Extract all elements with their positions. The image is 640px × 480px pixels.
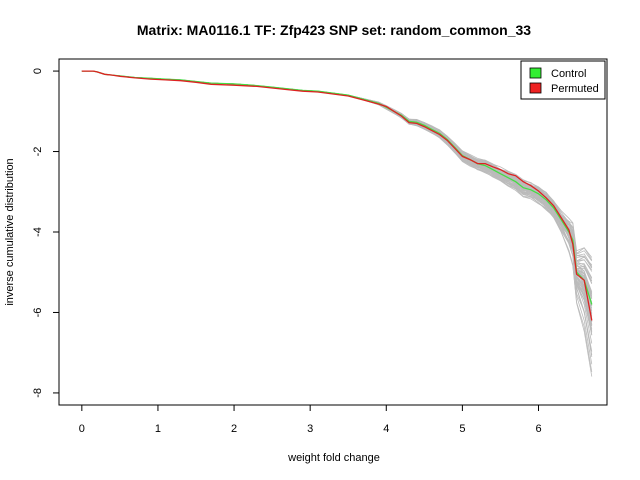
plot-frame xyxy=(58,58,608,406)
control-line xyxy=(81,70,593,305)
permutation-line xyxy=(81,70,593,314)
permutation-line xyxy=(81,70,593,320)
permutation-line xyxy=(81,70,593,269)
y-tick-label: -2 xyxy=(32,147,44,157)
permutation-line xyxy=(81,70,593,325)
x-tick-label: 5 xyxy=(459,423,465,435)
legend-swatch-control xyxy=(529,67,542,79)
legend-swatch-permuted xyxy=(529,82,542,94)
permutation-line xyxy=(81,70,593,318)
permutation-line xyxy=(81,70,593,333)
permutation-line xyxy=(81,70,593,268)
permutation-line xyxy=(81,70,593,315)
permutation-line xyxy=(81,70,593,297)
permutation-line xyxy=(81,70,593,299)
x-tick-label: 2 xyxy=(231,423,237,435)
y-axis-label: inverse cumulative distribution xyxy=(4,158,16,305)
x-tick-label: 4 xyxy=(383,423,389,435)
permutation-line xyxy=(81,70,593,357)
y-tick-label: 0 xyxy=(32,68,44,74)
background-permutation-lines xyxy=(81,70,593,377)
permutation-line xyxy=(81,70,593,266)
permutation-line xyxy=(81,70,593,268)
permutation-line xyxy=(81,70,593,372)
permutation-line xyxy=(81,70,593,311)
x-tick-label: 3 xyxy=(307,423,313,435)
x-tick-label: 6 xyxy=(535,423,541,435)
permutation-line xyxy=(81,70,593,331)
y-tick-label: -6 xyxy=(32,308,44,318)
permutation-line xyxy=(81,70,593,322)
chart-title: Matrix: MA0116.1 TF: Zfp423 SNP set: ran… xyxy=(137,22,531,38)
permutation-line xyxy=(81,70,593,335)
y-tick-label: -4 xyxy=(32,227,44,237)
permutation-line xyxy=(81,70,593,267)
legend-label-permuted: Permuted xyxy=(551,83,599,95)
y-tick-label: -8 xyxy=(32,388,44,398)
series-lines xyxy=(81,70,593,321)
permutation-line xyxy=(81,70,593,261)
permutation-line xyxy=(81,70,593,309)
permutation-line xyxy=(81,70,593,270)
permutation-line xyxy=(81,70,593,377)
permutation-line xyxy=(81,70,593,356)
permutation-line xyxy=(81,70,593,323)
permutation-line xyxy=(81,70,593,315)
permutation-line xyxy=(81,70,593,327)
permutation-line xyxy=(81,70,593,317)
x-axis-label: weight fold change xyxy=(287,452,380,464)
permutation-line xyxy=(81,70,593,352)
y-axis: 0 -2 -4 -6 -8 xyxy=(32,68,60,398)
permutation-line xyxy=(81,70,593,329)
permutation-line xyxy=(81,70,593,365)
permutation-line xyxy=(81,70,593,325)
permutation-line xyxy=(81,70,593,336)
x-tick-label: 1 xyxy=(155,423,161,435)
permutation-line xyxy=(81,70,593,319)
permutation-line xyxy=(81,70,593,336)
permutation-line xyxy=(81,70,593,258)
permutation-line xyxy=(81,70,593,322)
legend: Control Permuted xyxy=(520,60,606,100)
permutation-line xyxy=(81,70,593,262)
permutation-line xyxy=(81,70,593,325)
x-axis: 0 1 2 3 4 5 6 xyxy=(79,404,542,435)
x-tick-label: 0 xyxy=(79,423,85,435)
permuted-line xyxy=(81,70,593,321)
permutation-line xyxy=(81,70,593,332)
permutation-line xyxy=(81,70,593,344)
legend-label-control: Control xyxy=(551,68,586,80)
permutation-line xyxy=(81,70,593,272)
